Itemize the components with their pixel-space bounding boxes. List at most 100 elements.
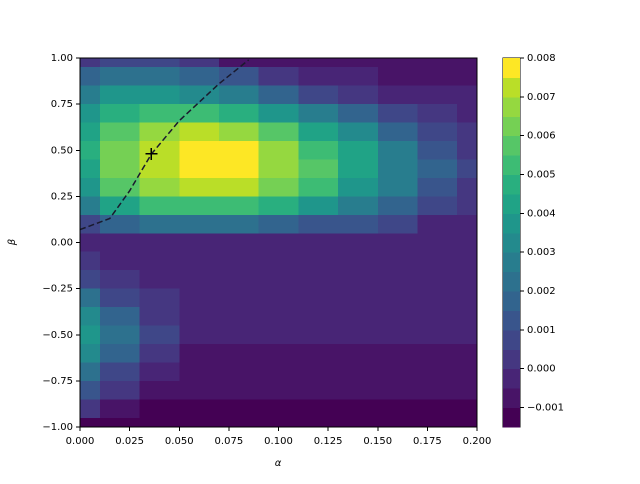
- contour-cell: [298, 288, 339, 308]
- contour-cell: [258, 399, 299, 419]
- contour-cell: [298, 307, 339, 327]
- contour-cell: [258, 251, 299, 271]
- contour-cell: [139, 325, 180, 345]
- contour-cell: [99, 177, 141, 197]
- x-tick-label: 0.200: [463, 436, 492, 447]
- contour-cell: [258, 380, 299, 400]
- colorbar-tick-label: 0.003: [527, 247, 556, 258]
- contour-cell: [377, 380, 418, 400]
- contour-cell: [179, 58, 220, 68]
- x-tick-label: 0.175: [413, 436, 442, 447]
- contour-cell: [99, 196, 141, 216]
- contour-cell: [218, 214, 260, 234]
- colorbar-tick-label: 0.004: [527, 208, 556, 219]
- colorbar-band: [503, 349, 520, 370]
- contour-cell: [298, 122, 339, 142]
- contour-cell: [457, 58, 478, 68]
- contour-cell: [417, 307, 458, 327]
- colorbar-band: [503, 368, 520, 389]
- contour-cell: [377, 325, 418, 345]
- colorbar-tick-label: 0.002: [527, 286, 556, 297]
- contour-cell: [139, 58, 180, 68]
- contour-cell: [417, 380, 458, 400]
- contour-cell: [338, 67, 379, 87]
- contour-cell: [179, 233, 220, 253]
- contour-cell: [80, 196, 101, 216]
- contour-cell: [457, 104, 478, 124]
- contour-cell: [338, 122, 379, 142]
- contour-cell: [139, 288, 180, 308]
- colorbar-tick-label: 0.005: [527, 170, 556, 181]
- contour-cell: [338, 58, 379, 68]
- contour-cell: [417, 177, 458, 197]
- colorbar-band: [503, 135, 520, 156]
- y-axis-label: β: [7, 238, 18, 246]
- contour-cell: [218, 177, 260, 197]
- contour-cell: [139, 343, 180, 363]
- contour-cell: [80, 343, 101, 363]
- y-tick-label: −0.75: [42, 376, 73, 387]
- colorbar-band: [503, 213, 520, 234]
- contour-cell: [417, 325, 458, 345]
- contour-cell: [298, 141, 339, 160]
- contour-cell: [338, 196, 379, 216]
- contour-cell: [338, 104, 379, 124]
- contour-cell: [179, 399, 220, 419]
- contour-cell: [258, 122, 299, 142]
- contour-cell: [457, 233, 478, 253]
- contour-cell: [338, 380, 379, 400]
- contour-cell: [457, 270, 478, 290]
- contour-cell: [298, 399, 339, 419]
- contour-cell: [457, 122, 478, 142]
- y-tick-label: −1.00: [42, 422, 73, 433]
- contour-cell: [377, 399, 418, 419]
- contour-cell: [99, 270, 141, 290]
- contour-cell: [457, 343, 478, 363]
- contour-cell: [218, 288, 260, 308]
- contour-cell: [99, 362, 141, 382]
- contour-cell: [139, 362, 180, 382]
- contour-cell: [338, 85, 379, 105]
- contour-cell: [99, 380, 141, 400]
- contour-cell: [338, 141, 379, 160]
- contour-cell: [457, 307, 478, 327]
- contour-cell: [457, 362, 478, 382]
- contour-cell: [298, 417, 339, 428]
- colorbar-band: [503, 174, 520, 195]
- contour-cell: [298, 362, 339, 382]
- contour-cell: [80, 122, 101, 142]
- contour-cell: [139, 141, 180, 160]
- contour-cell: [417, 104, 458, 124]
- contour-cell: [139, 196, 180, 216]
- contour-cell: [99, 159, 141, 179]
- contour-cell: [298, 85, 339, 105]
- contour-cell: [99, 67, 141, 87]
- contour-cell: [179, 288, 220, 308]
- contour-cell: [80, 85, 101, 105]
- contour-cell: [377, 362, 418, 382]
- contour-cell: [417, 343, 458, 363]
- colorbar-band: [503, 193, 520, 214]
- contour-cell: [377, 307, 418, 327]
- contour-cell: [179, 85, 220, 105]
- colorbar-band: [503, 271, 520, 292]
- contour-cell: [179, 196, 220, 216]
- contour-cell: [258, 159, 299, 179]
- colorbar-band: [503, 310, 520, 331]
- contour-cell: [457, 196, 478, 216]
- contour-cell: [258, 177, 299, 197]
- y-tick-label: −0.25: [42, 284, 73, 295]
- contour-cell: [80, 104, 101, 124]
- contour-cell: [258, 67, 299, 87]
- y-tick-label: 0.25: [51, 191, 73, 202]
- contour-cell: [417, 85, 458, 105]
- contour-cell: [417, 251, 458, 271]
- contour-cell: [258, 104, 299, 124]
- contour-cell: [139, 85, 180, 105]
- contour-cell: [377, 270, 418, 290]
- contour-cell: [377, 288, 418, 308]
- colorbar-band: [503, 96, 520, 117]
- x-tick-label: 0.050: [165, 436, 194, 447]
- contour-cell: [338, 417, 379, 428]
- contour-cell: [258, 343, 299, 363]
